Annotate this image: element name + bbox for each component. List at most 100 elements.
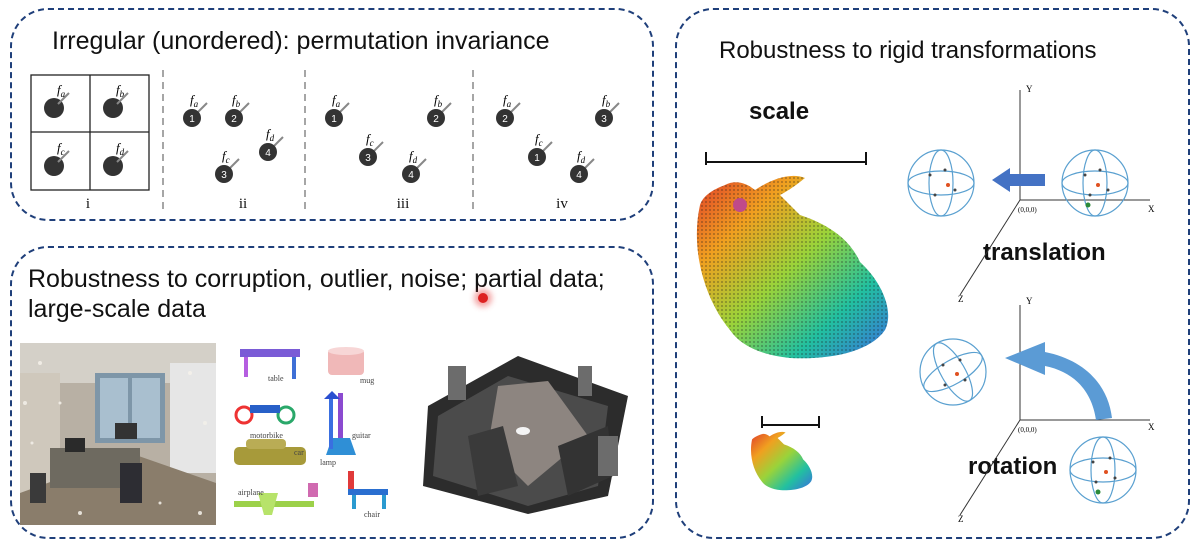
- node-index: 1: [189, 114, 195, 125]
- node-index: 4: [265, 148, 271, 159]
- sphere-translation-left: [907, 149, 975, 217]
- rotation-origin: (0,0,0): [1018, 426, 1037, 434]
- rotation-axis-z: Z: [958, 514, 964, 524]
- feature-node: 3 fb: [595, 92, 620, 127]
- rotation-axis-y: Y: [1026, 296, 1033, 306]
- column-label-iv: iv: [556, 196, 568, 212]
- node-index: 1: [331, 114, 337, 125]
- node-index: 4: [576, 170, 582, 181]
- airplane-cloud: [234, 483, 318, 515]
- node-feature-label: fa: [190, 92, 199, 109]
- motorbike-cloud: [234, 405, 296, 425]
- node-index: 4: [408, 170, 414, 181]
- chair-label: chair: [364, 510, 380, 519]
- mug-label: mug: [360, 376, 374, 385]
- cursor-highlight: [478, 293, 488, 303]
- svg-text:fa: fa: [57, 82, 66, 99]
- node-feature-label: fd: [409, 148, 418, 165]
- sphere-rotation-top: [919, 338, 987, 406]
- feature-node: 1 fa: [183, 92, 208, 127]
- node-feature-label: fc: [535, 131, 543, 148]
- node-feature-label: fb: [602, 92, 611, 109]
- column-label-i: i: [85, 196, 91, 212]
- rigid-panel: Robustness to rigid transformations: [675, 8, 1190, 539]
- table-label: table: [268, 374, 284, 383]
- column-label-ii: ii: [238, 196, 248, 212]
- sphere-rotation-bottom: [1069, 436, 1137, 504]
- feature-node: 4 fd: [570, 148, 595, 183]
- sphere-points-translation: [928, 168, 1110, 208]
- node-feature-label: fb: [232, 92, 241, 109]
- scale-bar-small: [761, 416, 820, 428]
- car-cloud: [234, 439, 306, 465]
- motorbike-label: motorbike: [250, 431, 283, 440]
- feature-node: 2 fb: [225, 92, 250, 127]
- node-feature-label: fb: [434, 92, 443, 109]
- svg-text:fc: fc: [57, 140, 65, 157]
- node-index: 2: [231, 114, 237, 125]
- office-scan-image: [20, 343, 216, 525]
- feature-node: 4 fd: [402, 148, 427, 183]
- node-feature-label: fd: [266, 126, 275, 143]
- node-feature-label: fc: [366, 131, 374, 148]
- node-index: 3: [365, 153, 371, 164]
- corruption-panel: Robustness to corruption, outlier, noise…: [10, 246, 654, 539]
- grid-i: [30, 74, 150, 191]
- mug-cloud: [328, 347, 364, 375]
- large-scale-scan-image: [423, 356, 628, 514]
- feature-node: 3 fc: [215, 148, 240, 183]
- translation-axis-x: X: [1148, 204, 1155, 214]
- scale-bar-large: [705, 152, 867, 165]
- translation-axis-y: Y: [1026, 84, 1033, 94]
- feature-node: 2 fa: [496, 92, 521, 127]
- rotation-axis-x: X: [1148, 422, 1155, 432]
- feature-node: 2 fb: [427, 92, 452, 127]
- column-label-iii: iii: [396, 196, 410, 212]
- translation-origin: (0,0,0): [1018, 206, 1037, 214]
- corruption-title: Robustness to corruption, outlier, noise…: [28, 265, 605, 323]
- rotation-axes: [959, 305, 1150, 516]
- node-index: 1: [534, 153, 540, 164]
- grid-nodes: fa fb fc fd: [44, 82, 129, 176]
- permutation-title: Irregular (unordered): permutation invar…: [52, 27, 550, 55]
- node-feature-label: fa: [503, 92, 512, 109]
- lamp-label: lamp: [320, 458, 336, 467]
- feature-node: 1 fa: [325, 92, 350, 127]
- translation-arrow: [992, 168, 1045, 192]
- table-cloud: [240, 349, 300, 379]
- chair-cloud: [348, 471, 388, 509]
- rotation-arrow: [1005, 342, 1112, 420]
- node-index: 2: [433, 114, 439, 125]
- rotation-label: rotation: [968, 453, 1058, 480]
- node-feature-label: fc: [222, 148, 230, 165]
- translation-axis-z: Z: [958, 294, 964, 304]
- bunny-large: [696, 175, 889, 359]
- airplane-label: airplane: [238, 488, 264, 497]
- translation-axes: [959, 90, 1150, 296]
- permutation-columns: 1 fa 2 fb 3 fc 4 fd 1 fa 2 fb 3 fc 4 fd 2 fa 3 fb 1 fc 4 fd: [183, 92, 620, 183]
- lamp-cloud: [324, 391, 340, 449]
- shape-clouds-image: table mug motorbike guitar car lamp airp…: [234, 347, 388, 519]
- feature-node: 4 fd: [259, 126, 284, 161]
- node-feature-label: fd: [577, 148, 586, 165]
- feature-node: 3 fc: [359, 131, 384, 166]
- car-label: car: [294, 448, 304, 457]
- guitar-label: guitar: [352, 431, 371, 440]
- guitar-cloud: [326, 393, 356, 455]
- sphere-points-rotation: [941, 358, 1117, 495]
- node-index: 2: [502, 114, 508, 125]
- node-index: 3: [601, 114, 607, 125]
- rigid-title: Robustness to rigid transformations: [719, 37, 1097, 64]
- svg-text:fd: fd: [116, 140, 125, 157]
- permutation-diagram: fa fb fc fd 1 fa 2 fb 3 fc 4 fd 1 fa 2 fb 3 fc 4 fd 2 fa 3…: [30, 70, 620, 210]
- scale-label: scale: [749, 98, 810, 125]
- node-feature-label: fa: [332, 92, 341, 109]
- bunny-small: [750, 431, 813, 491]
- svg-text:fb: fb: [116, 82, 125, 99]
- feature-node: 1 fc: [528, 131, 553, 166]
- translation-label: translation: [983, 239, 1106, 266]
- sphere-translation-right: [1061, 149, 1129, 217]
- node-index: 3: [221, 170, 227, 181]
- permutation-panel: Irregular (unordered): permutation invar…: [10, 8, 654, 221]
